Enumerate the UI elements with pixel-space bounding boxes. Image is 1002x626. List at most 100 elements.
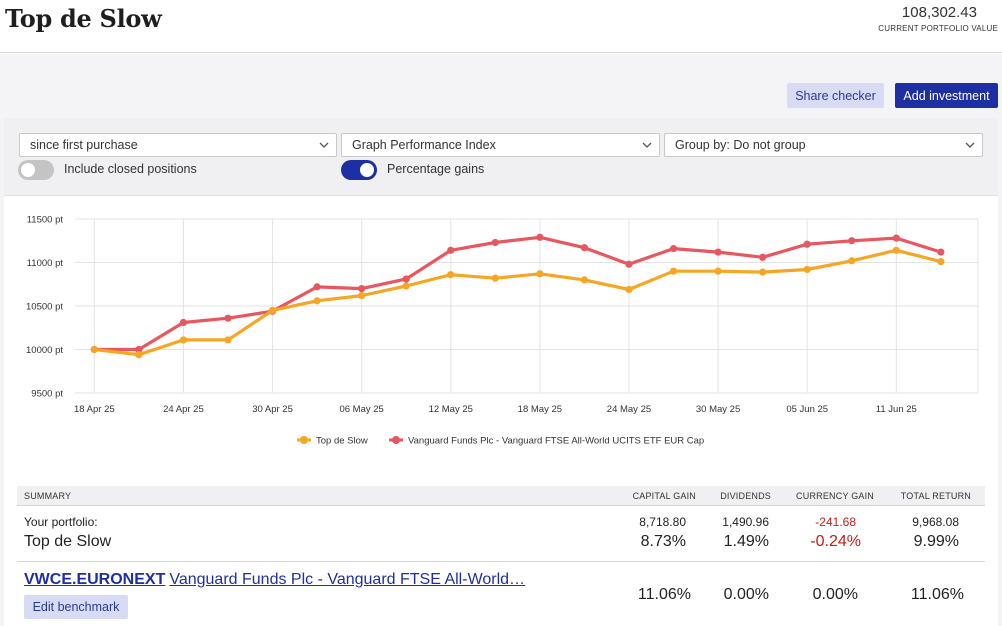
summary-header: SUMMARY CAPITAL GAIN DIVIDENDS CURRENCY … [17, 486, 985, 506]
x-tick-label: 06 May 25 [339, 404, 383, 415]
y-tick-label: 11500 pt [27, 215, 64, 226]
data-point [714, 248, 722, 256]
data-point [848, 257, 856, 265]
data-point [402, 275, 410, 283]
group-by-select[interactable]: Group by: Do not group [664, 133, 983, 157]
data-point [536, 270, 544, 278]
data-point [224, 336, 232, 344]
graph-type-select[interactable]: Graph Performance Index [341, 133, 660, 157]
x-tick-label: 30 Apr 25 [252, 404, 293, 415]
benchmark-name-link[interactable]: Vanguard Funds Plc - Vanguard FTSE All-W… [169, 571, 526, 588]
data-point [580, 244, 589, 252]
capital-gain-header: CAPITAL GAIN [632, 491, 696, 501]
currency-gain-value: -241.68 [815, 515, 856, 529]
chevron-down-icon [965, 142, 975, 148]
benchmark-row-title: VWCE.EURONEXT Vanguard Funds Plc - Vangua… [24, 571, 525, 589]
data-point [179, 318, 188, 327]
chevron-down-icon [319, 142, 329, 148]
data-point [536, 233, 544, 241]
x-tick-label: 18 May 25 [518, 404, 562, 415]
capital-gain-value: 8,718.80 [639, 515, 686, 529]
x-tick-label: 18 Apr 25 [74, 404, 115, 415]
data-point [179, 336, 188, 344]
benchmark-ticker-link[interactable]: VWCE.EURONEXT [24, 571, 166, 588]
portfolio-title: Top de Slow [5, 4, 162, 33]
toggle-knob [360, 163, 374, 177]
percentage-gains-label: Percentage gains [387, 162, 485, 176]
currency-gain-pct: -0.24% [810, 533, 861, 550]
summary-header-label: SUMMARY [24, 491, 72, 501]
data-point [759, 253, 767, 261]
dividends-value: 1,490.96 [722, 515, 769, 529]
capital-gain-pct: 8.73% [640, 533, 686, 550]
y-tick-label: 11000 pt [27, 258, 64, 269]
currency-gain-header: CURRENCY GAIN [796, 491, 874, 501]
data-point [803, 265, 811, 274]
legend-label: Top de Slow [316, 436, 368, 447]
percentage-gains-toggle[interactable] [341, 160, 377, 180]
data-point [625, 260, 633, 268]
total-return-value: 9,968.08 [912, 515, 959, 529]
benchmark-dividends-pct: 0.00% [723, 586, 769, 603]
portfolio-value: 108,302.43 [901, 4, 977, 21]
filter-bar [4, 118, 998, 196]
x-tick-label: 30 May 25 [696, 404, 740, 415]
data-point [90, 345, 98, 354]
chart-series [90, 233, 945, 359]
data-point [313, 283, 321, 291]
data-point [937, 248, 945, 256]
legend-label: Vanguard Funds Plc - Vanguard FTSE All-W… [408, 436, 704, 447]
dividends-pct: 1.49% [723, 533, 769, 550]
benchmark-capital-gain-pct: 11.06% [637, 586, 691, 603]
toggle-knob [21, 163, 35, 177]
edit-benchmark-button[interactable]: Edit benchmark [24, 595, 128, 619]
data-point [402, 282, 410, 290]
benchmark-currency-gain-pct: 0.00% [812, 586, 858, 603]
data-point [447, 271, 455, 279]
group-by-select-value: Group by: Do not group [675, 138, 806, 152]
data-point [224, 314, 232, 322]
data-point [759, 268, 767, 276]
data-point [803, 240, 811, 248]
series-line [94, 248, 942, 357]
data-point [937, 258, 945, 266]
row-divider [17, 561, 985, 562]
chevron-down-icon [642, 142, 652, 148]
x-tick-label: 24 Apr 25 [163, 404, 204, 415]
data-point [447, 246, 455, 254]
data-point [669, 244, 678, 253]
add-investment-button[interactable]: Add investment [895, 83, 998, 108]
graph-type-select-value: Graph Performance Index [352, 138, 496, 152]
data-point [848, 237, 856, 245]
benchmark-total-return-pct: 11.06% [910, 586, 964, 603]
data-point [491, 238, 499, 247]
data-point [313, 297, 321, 305]
data-point [625, 285, 633, 294]
data-point [491, 274, 499, 282]
data-point [892, 246, 900, 254]
dividends-header: DIVIDENDS [720, 491, 771, 501]
data-point [714, 267, 722, 275]
x-tick-label: 05 Jun 25 [786, 404, 828, 415]
data-point [135, 351, 143, 359]
total-return-header: TOTAL RETURN [900, 491, 971, 501]
share-checker-button[interactable]: Share checker [787, 83, 884, 108]
data-point [358, 285, 366, 293]
data-point [358, 291, 366, 300]
y-tick-label: 10500 pt [26, 302, 63, 313]
performance-chart: 11500 pt 11000 pt 10500 pt 10000 pt 9500 pt 1… [26, 215, 979, 447]
x-tick-label: 11 Jun 25 [876, 404, 917, 415]
x-tick-label: 12 May 25 [429, 404, 473, 415]
data-point [892, 234, 900, 242]
period-select[interactable]: since first purchase [19, 133, 337, 157]
series-line [94, 235, 942, 352]
portfolio-value-caption: CURRENT PORTFOLIO VALUE [878, 24, 998, 33]
x-tick-label: 24 May 25 [607, 404, 651, 415]
y-tick-label: 9500 pt [31, 389, 63, 400]
include-closed-toggle[interactable] [18, 160, 54, 180]
period-select-value: since first purchase [30, 138, 138, 152]
portfolio-row-name: Top de Slow [24, 533, 112, 550]
data-point [580, 276, 589, 284]
data-point [669, 267, 678, 275]
total-return-pct: 9.99% [913, 533, 959, 550]
